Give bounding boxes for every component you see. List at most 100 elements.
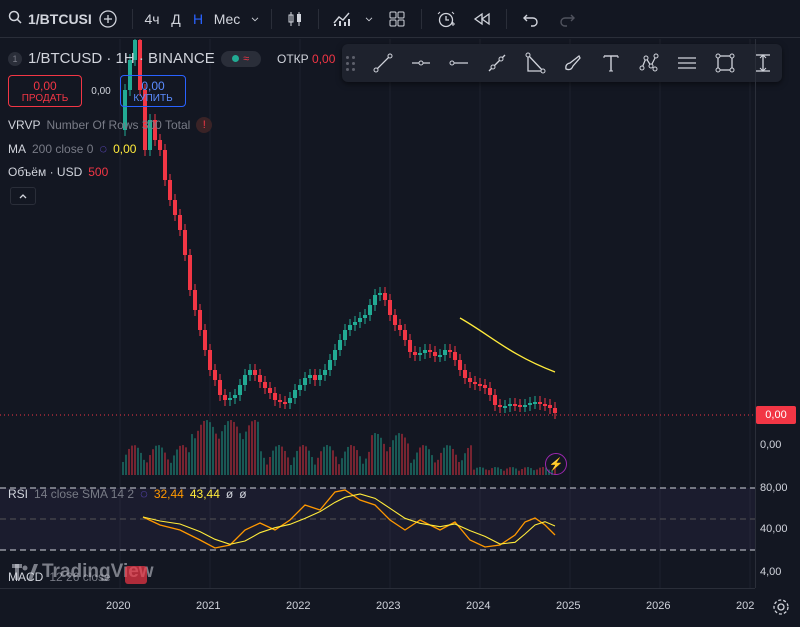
market-status-badge[interactable]: ≈ bbox=[220, 50, 261, 67]
settings-gear-icon[interactable] bbox=[772, 598, 790, 616]
candle-body bbox=[458, 360, 462, 370]
volume-bar bbox=[263, 457, 265, 475]
interval-week[interactable]: Н bbox=[192, 10, 204, 27]
volume-bar bbox=[335, 456, 337, 475]
volume-legend[interactable]: Объём · USD 500 bbox=[8, 165, 108, 179]
volume-bar bbox=[194, 438, 196, 475]
symbol-title[interactable]: 1/BTCUSD · 1H · BINANCE bbox=[28, 50, 215, 67]
candle-body bbox=[488, 388, 492, 395]
symbol-search[interactable]: 1/BTCUSI bbox=[0, 0, 92, 38]
candle-body bbox=[408, 340, 412, 352]
templates-icon[interactable] bbox=[379, 0, 415, 38]
ma-value: 0,00 bbox=[113, 141, 137, 156]
replay-icon[interactable] bbox=[464, 0, 500, 38]
candle-body bbox=[513, 404, 517, 406]
candles-icon[interactable] bbox=[278, 0, 312, 38]
candle-body bbox=[248, 370, 252, 375]
vrvp-legend[interactable]: VRVP Number Of Rows 300 Total ! bbox=[8, 117, 213, 133]
indicators-icon[interactable] bbox=[325, 0, 359, 38]
time-scale[interactable] bbox=[0, 588, 755, 627]
sell-label: ПРОДАТЬ bbox=[21, 92, 69, 104]
volume-bar bbox=[527, 467, 529, 475]
redo-icon[interactable] bbox=[549, 0, 585, 38]
cross-line-icon[interactable] bbox=[478, 44, 516, 82]
sell-button[interactable]: 0,00 ПРОДАТЬ bbox=[8, 75, 82, 107]
volume-bar bbox=[167, 459, 169, 475]
volume-bar bbox=[449, 445, 451, 475]
chevron-down-icon[interactable] bbox=[245, 0, 265, 38]
volume-bar bbox=[209, 422, 211, 475]
loading-icon: ◌ bbox=[140, 486, 148, 501]
volume-bar bbox=[359, 456, 361, 475]
volume-bar bbox=[455, 454, 457, 475]
volume-bar bbox=[440, 452, 442, 475]
volume-bar bbox=[428, 449, 430, 475]
text-icon[interactable] bbox=[592, 44, 630, 82]
fib-icon[interactable] bbox=[516, 44, 554, 82]
volume-bar bbox=[467, 447, 469, 475]
candle-body bbox=[328, 360, 332, 370]
candle-body bbox=[383, 293, 387, 300]
volume-bar bbox=[272, 450, 274, 475]
volume-bar bbox=[152, 449, 154, 475]
buy-button[interactable]: 0,00 КУПИТЬ bbox=[120, 75, 186, 107]
volume-bar bbox=[305, 446, 307, 475]
candle-body bbox=[213, 370, 217, 380]
rsi-legend[interactable]: RSI 14 close SMA 14 2 ◌ 32,44 43,44 ø ø bbox=[8, 486, 247, 501]
volume-bar bbox=[239, 433, 241, 475]
volume-bar bbox=[134, 445, 136, 475]
candle-body bbox=[173, 200, 177, 215]
rectangle-icon[interactable] bbox=[706, 44, 744, 82]
price-scale[interactable] bbox=[755, 39, 800, 588]
parallel-channel-icon[interactable] bbox=[668, 44, 706, 82]
date-range-icon[interactable] bbox=[744, 44, 782, 82]
candle-body bbox=[503, 406, 507, 408]
price-chart[interactable] bbox=[0, 39, 755, 588]
drag-handle-icon[interactable] bbox=[346, 52, 356, 74]
volume-bar bbox=[377, 433, 379, 475]
interval-4h[interactable]: 4ч bbox=[144, 10, 160, 27]
volume-bar bbox=[371, 435, 373, 475]
volume-bar bbox=[524, 467, 526, 475]
volume-bar bbox=[410, 462, 412, 475]
chevron-down-icon[interactable] bbox=[359, 0, 379, 38]
macd-scale-label: 4,00 bbox=[760, 566, 782, 578]
candle-body bbox=[283, 402, 287, 404]
volume-bar bbox=[314, 464, 316, 475]
interval-day[interactable]: Д bbox=[171, 10, 181, 27]
candle-body bbox=[273, 393, 277, 400]
candle-body bbox=[478, 384, 482, 386]
candle-body bbox=[498, 405, 502, 407]
candle-body bbox=[208, 350, 212, 370]
ma-legend[interactable]: MA 200 close 0 ◌ 0,00 bbox=[8, 141, 136, 156]
volume-bar bbox=[401, 433, 403, 475]
volume-bar bbox=[245, 431, 247, 475]
candle-body bbox=[223, 395, 227, 400]
volume-bar bbox=[200, 424, 202, 475]
volume-bar bbox=[320, 451, 322, 475]
brush-icon[interactable] bbox=[554, 44, 592, 82]
horizontal-line-icon[interactable] bbox=[440, 44, 478, 82]
volume-bar bbox=[287, 457, 289, 475]
undo-icon[interactable] bbox=[513, 0, 549, 38]
horizontal-ray-icon[interactable] bbox=[402, 44, 440, 82]
collapse-legend-button[interactable] bbox=[10, 187, 36, 205]
time-label: 2026 bbox=[646, 600, 671, 612]
candle-body bbox=[348, 325, 352, 330]
warning-icon[interactable]: ! bbox=[196, 117, 213, 133]
open-label: ОТКР bbox=[277, 52, 309, 66]
trend-line-icon[interactable] bbox=[364, 44, 402, 82]
volume-bar bbox=[347, 446, 349, 475]
interval-month[interactable]: Мес bbox=[213, 10, 241, 27]
volume-bar bbox=[353, 446, 355, 475]
volume-bar bbox=[452, 448, 454, 475]
pattern-icon[interactable] bbox=[630, 44, 668, 82]
alert-icon[interactable] bbox=[428, 0, 464, 38]
rsi-line bbox=[142, 489, 556, 549]
volume-bar bbox=[545, 467, 547, 475]
candle-body bbox=[123, 90, 127, 130]
macd-error-icon[interactable] bbox=[125, 566, 147, 584]
lightning-icon[interactable]: ⚡ bbox=[545, 453, 567, 475]
candle-body bbox=[333, 350, 337, 360]
add-symbol-icon[interactable] bbox=[90, 0, 126, 38]
